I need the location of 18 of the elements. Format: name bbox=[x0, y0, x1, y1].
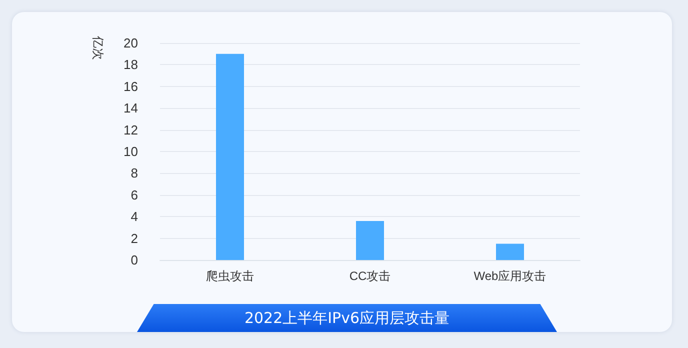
x-tick-label: Web应用攻击 bbox=[474, 269, 546, 283]
x-tick-label: 爬虫攻击 bbox=[206, 269, 254, 283]
y-tick-label: 0 bbox=[130, 252, 138, 268]
y-tick-label: 2 bbox=[130, 230, 138, 246]
y-tick-label: 12 bbox=[124, 122, 138, 138]
y-tick-label: 10 bbox=[124, 144, 138, 159]
y-tick-label: 20 bbox=[124, 36, 138, 50]
bar bbox=[356, 220, 384, 260]
bar bbox=[216, 54, 244, 260]
y-tick-label: 16 bbox=[124, 78, 138, 94]
y-tick-label: 14 bbox=[124, 100, 138, 116]
bar bbox=[496, 244, 524, 260]
x-tick-label: CC攻击 bbox=[349, 269, 391, 283]
y-tick-label: 18 bbox=[124, 57, 138, 72]
y-tick-label: 4 bbox=[130, 209, 138, 224]
y-tick-label: 8 bbox=[130, 166, 138, 181]
y-tick-label: 6 bbox=[130, 187, 138, 202]
y-axis-title: 亿次 bbox=[91, 35, 105, 60]
